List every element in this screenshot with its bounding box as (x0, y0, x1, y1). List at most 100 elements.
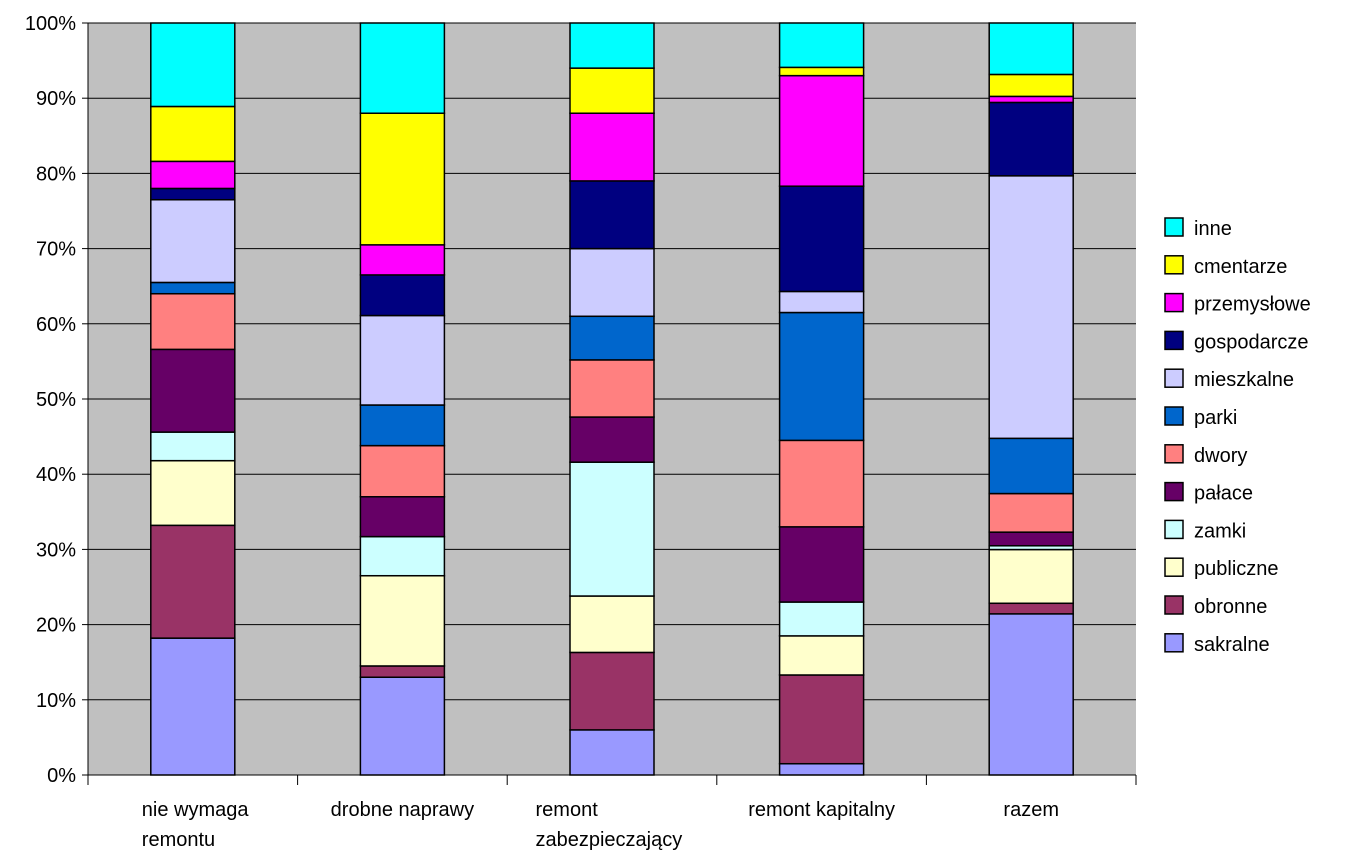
bar-segment-parki (778, 311, 865, 442)
bar-segment-pałace (988, 531, 1074, 547)
bar-segment-sakralne (778, 762, 865, 776)
bar-segment-przemysłowe (359, 244, 446, 276)
legend-label: dwory (1194, 445, 1247, 467)
y-tick-label: 40% (36, 464, 76, 486)
bar-segment-mieszkalne (359, 314, 446, 406)
bar-segment-obronne (988, 602, 1074, 615)
bar-segment-cmentarze (778, 66, 865, 77)
bar-segment-cmentarze (569, 67, 655, 114)
legend-label: przemysłowe (1194, 294, 1311, 316)
legend-label: publiczne (1194, 558, 1279, 580)
bar-segment-przemysłowe (569, 112, 655, 182)
bar-segment-sakralne (359, 676, 446, 776)
x-category-label: razem (1003, 799, 1059, 821)
y-axis-tick-labels: 0% 10% 20% 30% 40% 50% 60% 70% 80% 90% 100% (25, 13, 76, 787)
bar-segment-cmentarze (359, 112, 446, 246)
legend-swatch (1164, 368, 1184, 388)
legend-swatch (1164, 444, 1184, 464)
bar-segment-cmentarze (988, 73, 1074, 98)
bar-segment-mieszkalne (150, 198, 236, 284)
bar-segment-dwory (988, 492, 1074, 533)
y-tick-label: 0% (47, 765, 76, 787)
bar-segment-obronne (569, 651, 655, 731)
bar-segment-dwory (778, 439, 865, 528)
bar-segment-sakralne (988, 613, 1074, 776)
bars (150, 22, 1074, 776)
bar-segment-inne (988, 22, 1074, 76)
bar-segment-pałace (359, 496, 446, 538)
bar-segment-przemysłowe (150, 160, 236, 190)
bar-segment-parki (150, 281, 236, 295)
legend-label: pałace (1194, 483, 1253, 505)
bar-segment-zamki (569, 461, 655, 597)
bar-segment-obronne (778, 674, 865, 765)
y-tick-label: 60% (36, 314, 76, 336)
legend-swatch (1164, 633, 1184, 653)
y-tick-label: 10% (36, 690, 76, 712)
bar-segment-publiczne (778, 635, 865, 676)
x-category-label: remont zabezpieczający (536, 799, 683, 851)
legend-label: mieszkalne (1194, 369, 1294, 391)
bar-segment-gospodarcze (988, 101, 1074, 177)
bar-segment-inne (569, 22, 655, 69)
bar-segment-gospodarcze (778, 185, 865, 293)
bar-segment-pałace (150, 348, 236, 433)
x-category-label: drobne naprawy (331, 799, 474, 821)
legend-swatch (1164, 292, 1184, 313)
legend-swatch (1164, 406, 1184, 426)
legend-label: obronne (1194, 596, 1267, 618)
bar-segment-dwory (150, 292, 236, 351)
bar-segment-pałace (569, 416, 655, 463)
legend-swatch (1164, 519, 1184, 540)
legend-swatch (1164, 255, 1184, 275)
legend-swatch (1164, 217, 1184, 237)
y-tick-label: 100% (25, 13, 76, 35)
legend-label: zamki (1194, 520, 1246, 542)
legend-swatch (1164, 595, 1184, 615)
legend-label: cmentarze (1194, 256, 1287, 278)
bar-segment-mieszkalne (778, 290, 865, 314)
x-category-label: remont kapitalny (748, 799, 895, 821)
y-tick-label: 70% (36, 239, 76, 261)
axes (82, 22, 1137, 785)
x-category-label: nie wymaga remontu (142, 799, 250, 851)
bar-segment-zamki (359, 535, 446, 577)
bar-segment-inne (359, 22, 446, 114)
legend-label: inne (1194, 218, 1232, 240)
bar-segment-inne (150, 22, 236, 108)
legend-swatch (1164, 557, 1184, 577)
bar-segment-publiczne (988, 548, 1074, 605)
bar-segment-gospodarcze (150, 187, 236, 201)
y-tick-label: 20% (36, 615, 76, 637)
y-tick-label: 50% (36, 389, 76, 411)
y-tick-label: 80% (36, 163, 76, 185)
bar-segment-zamki (778, 601, 865, 637)
bar-segment-parki (569, 315, 655, 361)
bar-segment-cmentarze (150, 105, 236, 163)
bar-segment-publiczne (150, 459, 236, 527)
legend-label: parki (1194, 407, 1237, 429)
legend-label: gospodarcze (1194, 331, 1309, 353)
y-tick-label: 90% (36, 88, 76, 110)
bar-segment-inne (778, 22, 865, 69)
bar-segment-parki (988, 437, 1074, 495)
bar-segment-obronne (359, 665, 446, 678)
bar-segment-gospodarcze (359, 274, 446, 317)
bar-segment-mieszkalne (988, 175, 1074, 440)
legend-label: sakralne (1194, 634, 1270, 656)
bar-segment-mieszkalne (569, 247, 655, 318)
legend-swatch (1164, 481, 1184, 502)
bar-segment-dwory (569, 359, 655, 418)
bar-segment-zamki (150, 431, 236, 462)
bar-segment-pałace (778, 526, 865, 603)
bar-segment-publiczne (359, 574, 446, 667)
legend: inne cmentarze przemysłowe gospodarcze miesz… (1164, 217, 1311, 656)
bar-segment-publiczne (569, 595, 655, 654)
bar-segment-przemysłowe (778, 74, 865, 187)
bar-segment-parki (359, 404, 446, 447)
legend-swatch (1164, 330, 1184, 351)
y-tick-label: 30% (36, 539, 76, 561)
bar-segment-gospodarcze (569, 180, 655, 250)
bar-segment-przemysłowe (988, 95, 1074, 104)
